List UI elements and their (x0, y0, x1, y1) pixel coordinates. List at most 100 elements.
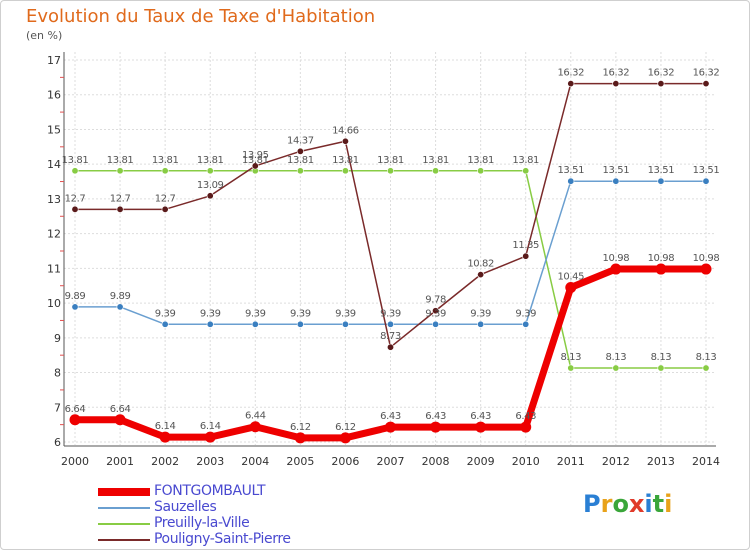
data-label: 10.82 (467, 259, 494, 270)
data-point (71, 205, 79, 213)
data-point (161, 205, 169, 213)
data-labels: 13.81 13.81 13.81 13.81 13.81 13.81 13.81 13.81… (62, 68, 720, 433)
data-point (386, 167, 394, 175)
x-tick-label: 2005 (286, 455, 314, 468)
data-point (432, 320, 440, 328)
x-tick-label: 2003 (196, 455, 224, 468)
data-point (114, 414, 126, 426)
y-tick-label: 9 (54, 332, 61, 345)
data-label: 6.43 (470, 411, 491, 422)
data-point (657, 364, 665, 372)
data-label: 13.81 (512, 155, 539, 166)
data-point (249, 421, 261, 433)
data-label: 8.73 (380, 331, 401, 342)
data-point (341, 167, 349, 175)
data-label: 6.44 (245, 411, 266, 422)
data-label: 6.12 (335, 422, 356, 433)
data-point (206, 192, 214, 200)
data-point (477, 167, 485, 175)
data-label: 13.81 (152, 155, 179, 166)
y-tick-label: 12 (47, 228, 61, 241)
data-label: 6.12 (290, 422, 311, 433)
x-tick-label: 2001 (106, 455, 134, 468)
data-label: 13.95 (242, 150, 269, 161)
data-label: 16.32 (557, 68, 584, 79)
x-tick-label: 2010 (512, 455, 540, 468)
data-point (702, 177, 710, 185)
data-point (702, 364, 710, 372)
data-point (700, 263, 712, 275)
data-point (339, 432, 351, 444)
data-point (161, 167, 169, 175)
data-point (386, 320, 394, 328)
y-tick-label: 10 (47, 297, 61, 310)
y-tick-label: 13 (47, 193, 61, 206)
x-tick-label: 2002 (151, 455, 179, 468)
data-point (657, 177, 665, 185)
y-tick-label: 8 (54, 367, 61, 380)
data-label: 9.39 (425, 308, 446, 319)
data-label: 13.81 (242, 155, 269, 166)
data-point (206, 167, 214, 175)
proxiti-logo: Proxiti (583, 490, 672, 518)
logo-letter: o (612, 490, 629, 518)
legend-label: Pouligny-Saint-Pierre (154, 531, 291, 547)
data-point (567, 80, 575, 88)
legend-swatch (98, 507, 150, 509)
data-label: 12.7 (110, 193, 131, 204)
data-point (477, 320, 485, 328)
data-label: 16.32 (648, 68, 675, 79)
data-label: 13.51 (603, 165, 630, 176)
data-point (251, 162, 259, 170)
data-point (251, 320, 259, 328)
data-point (432, 307, 440, 315)
data-point (161, 320, 169, 328)
data-point (71, 303, 79, 311)
y-tick-label: 17 (47, 54, 61, 67)
data-point (522, 320, 530, 328)
unit-label: (en %) (26, 29, 63, 42)
data-label: 6.43 (425, 411, 446, 422)
legend-swatch (98, 488, 150, 496)
data-label: 13.81 (422, 155, 449, 166)
data-point (71, 167, 79, 175)
data-label: 16.32 (693, 68, 720, 79)
data-point (116, 205, 124, 213)
data-label: 9.78 (425, 295, 446, 306)
data-point (116, 303, 124, 311)
data-label: 9.39 (380, 308, 401, 319)
x-tick-label: 2011 (557, 455, 585, 468)
logo-letter: i (644, 490, 653, 518)
data-label: 6.43 (380, 411, 401, 422)
y-tick-label: 14 (47, 158, 61, 171)
logo-letter: P (583, 490, 601, 518)
data-point (385, 421, 396, 433)
data-point (159, 431, 171, 443)
data-label: 9.39 (245, 308, 266, 319)
legend-label: Sauzelles (154, 499, 217, 515)
data-label: 13.81 (287, 155, 314, 166)
data-label: 8.13 (606, 352, 627, 363)
y-tick-label: 15 (47, 123, 61, 136)
data-point (296, 320, 304, 328)
data-label: 6.14 (200, 421, 221, 432)
data-point (432, 167, 440, 175)
data-point (522, 252, 530, 260)
x-tick-label: 2012 (602, 455, 630, 468)
y-tick-label: 6 (54, 436, 61, 449)
data-point (475, 421, 487, 433)
data-label: 12.7 (155, 193, 176, 204)
data-point (655, 263, 667, 275)
data-label: 14.66 (332, 125, 359, 136)
logo-letter: x (628, 490, 645, 518)
data-point (294, 432, 306, 444)
data-label: 6.64 (110, 404, 131, 415)
data-point (610, 263, 622, 275)
data-point (657, 80, 665, 88)
data-label: 10.98 (603, 253, 630, 264)
data-label: 13.81 (332, 155, 359, 166)
data-label: 13.09 (197, 180, 224, 191)
data-label: 9.39 (155, 308, 176, 319)
data-label: 13.51 (648, 165, 675, 176)
logo-letter: t (652, 490, 665, 518)
